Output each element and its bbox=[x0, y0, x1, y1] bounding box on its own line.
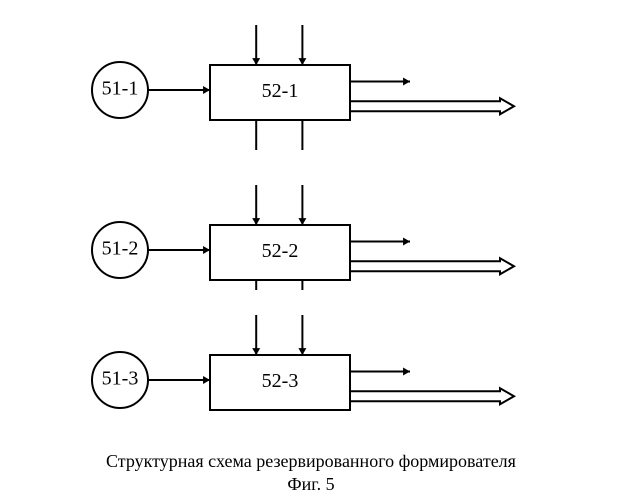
caption-line-2: Фиг. 5 bbox=[287, 474, 334, 494]
figure-caption: Структурная схема резервированного форми… bbox=[0, 450, 622, 497]
svg-text:52-1: 52-1 bbox=[262, 80, 299, 102]
svg-text:51-2: 51-2 bbox=[102, 238, 139, 260]
caption-line-1: Структурная схема резервированного форми… bbox=[106, 451, 516, 471]
svg-text:51-3: 51-3 bbox=[102, 368, 139, 390]
svg-text:51-1: 51-1 bbox=[102, 78, 139, 100]
svg-text:52-2: 52-2 bbox=[262, 240, 299, 262]
block-diagram: 51-1 52-1 51-2 52-2 51-3 52-3 bbox=[0, 0, 622, 450]
svg-text:52-3: 52-3 bbox=[262, 370, 299, 392]
